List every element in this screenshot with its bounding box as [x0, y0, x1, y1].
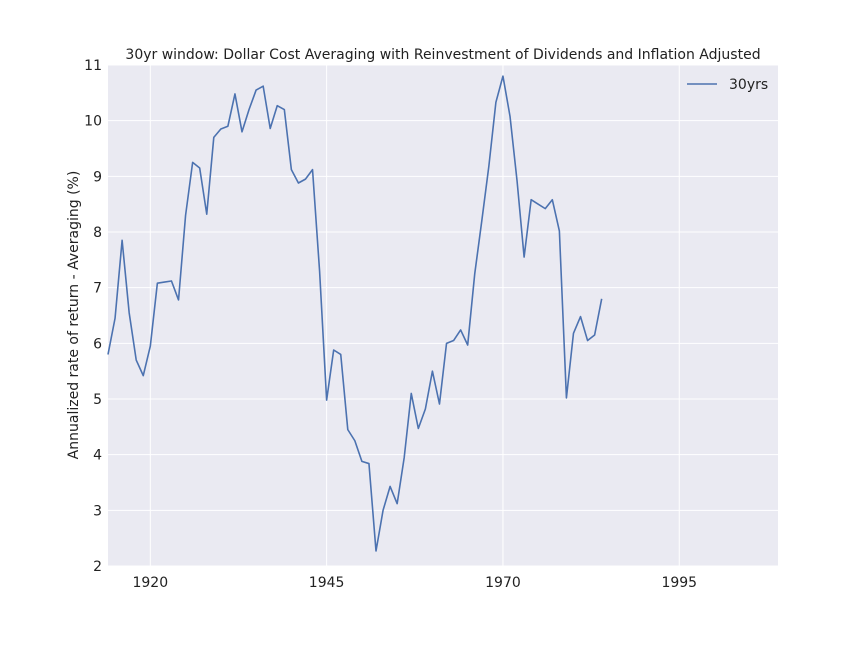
y-tick-label: 7: [93, 281, 102, 297]
y-tick-label: 2: [93, 559, 102, 575]
y-tick-label: 8: [93, 225, 102, 241]
y-tick-label: 5: [93, 392, 102, 408]
x-tick-label: 1995: [661, 575, 697, 591]
x-tick-label: 1920: [132, 575, 168, 591]
legend-label-30yrs: 30yrs: [729, 77, 768, 93]
series-layer: [107, 75, 603, 552]
y-tick-label: 4: [93, 448, 102, 464]
grid-lines: [108, 64, 778, 567]
y-tick-label: 6: [93, 336, 102, 352]
y-tick-label: 11: [84, 58, 102, 74]
y-axis-label: Annualized rate of return - Averaging (%…: [66, 171, 82, 460]
plot-area: [108, 65, 778, 566]
chart-title: 30yr window: Dollar Cost Averaging with …: [125, 47, 760, 63]
tick-labels: 2 3 4 5 6 7 8 9 10 11 1920 1945 1970 1995: [84, 58, 697, 591]
series-line-30yrs: [107, 75, 603, 552]
x-tick-label: 1945: [309, 575, 345, 591]
legend: 30yrs: [687, 77, 768, 93]
y-tick-label: 3: [93, 503, 102, 519]
y-tick-label: 10: [84, 114, 102, 130]
x-tick-label: 1970: [485, 575, 521, 591]
y-tick-label: 9: [93, 169, 102, 185]
